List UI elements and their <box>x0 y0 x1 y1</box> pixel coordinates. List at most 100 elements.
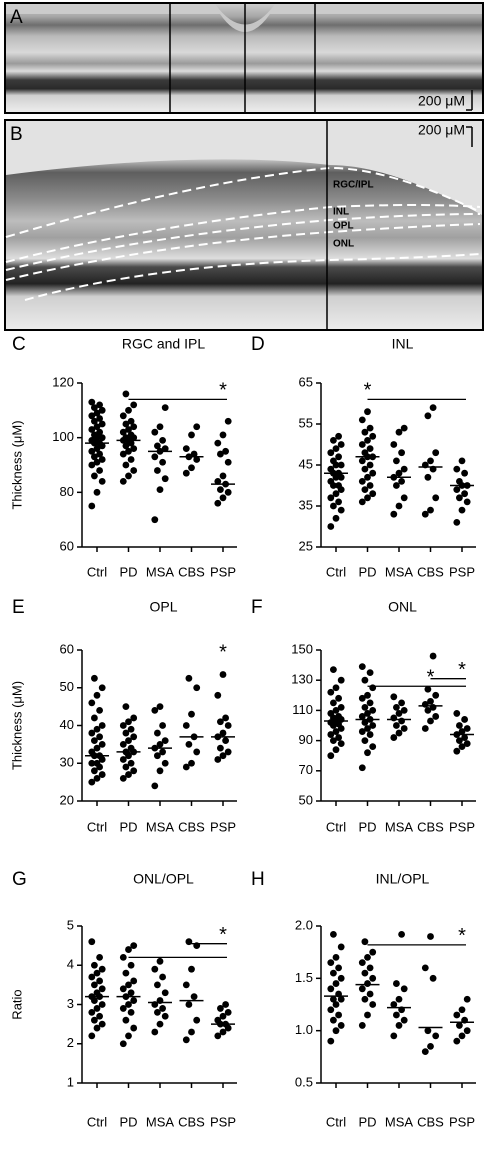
data-point <box>395 502 403 510</box>
data-point <box>93 774 101 782</box>
data-point <box>337 506 345 514</box>
data-point <box>185 1001 193 1008</box>
data-point <box>398 449 405 457</box>
data-point <box>188 710 195 718</box>
data-point <box>219 1012 227 1020</box>
data-point <box>122 1016 130 1024</box>
y-tick-label: 90 <box>299 732 313 747</box>
data-point <box>335 694 342 702</box>
x-tick-label: CBS <box>178 819 205 834</box>
data-point <box>156 1020 164 1028</box>
data-point <box>330 969 337 977</box>
data-point <box>127 431 135 439</box>
layer-label: INL <box>333 207 349 218</box>
chart-title: ONL <box>388 599 417 615</box>
significance-label: * <box>219 380 227 402</box>
data-point <box>364 408 371 416</box>
data-point <box>361 428 369 436</box>
data-point <box>390 1001 398 1008</box>
data-point <box>193 748 201 756</box>
data-point <box>463 725 471 732</box>
data-point <box>98 965 106 973</box>
data-point <box>429 703 437 711</box>
data-point <box>125 946 132 953</box>
x-tick-label: Ctrl <box>87 1114 107 1129</box>
data-point <box>125 737 132 744</box>
data-point <box>358 441 366 448</box>
data-point <box>361 449 369 457</box>
x-tick-label: PSP <box>449 1114 475 1129</box>
data-point <box>427 457 434 465</box>
x-tick-label: Ctrl <box>326 564 346 579</box>
data-point <box>358 764 366 772</box>
data-point <box>96 428 103 436</box>
data-point <box>335 713 342 720</box>
data-point <box>332 728 340 735</box>
data-point <box>151 453 159 461</box>
data-point <box>161 737 169 744</box>
data-point <box>96 415 103 422</box>
data-point <box>421 725 429 732</box>
data-point <box>96 707 103 714</box>
data-point <box>119 985 127 993</box>
data-point <box>91 472 98 480</box>
data-point <box>98 740 106 748</box>
y-tick-label: 50 <box>60 679 74 694</box>
data-point <box>156 767 164 775</box>
data-point <box>424 473 432 481</box>
data-point <box>224 417 232 425</box>
x-tick-label: Ctrl <box>326 819 346 834</box>
data-point <box>119 412 127 420</box>
data-point <box>159 748 167 756</box>
data-point <box>185 674 193 682</box>
data-point <box>369 948 377 956</box>
data-point <box>456 478 463 485</box>
data-point <box>369 1001 377 1008</box>
data-point <box>358 713 366 720</box>
x-tick-label: PSP <box>210 819 236 834</box>
data-point <box>156 703 164 711</box>
data-point <box>219 494 227 502</box>
data-point <box>453 465 461 473</box>
data-point <box>222 1001 230 1008</box>
y-tick-label: 3 <box>67 996 74 1011</box>
x-tick-label: Ctrl <box>87 819 107 834</box>
data-point <box>127 961 135 969</box>
data-point <box>332 490 340 498</box>
x-tick-label: PSP <box>449 819 475 834</box>
x-tick-label: MSA <box>146 819 175 834</box>
data-point <box>427 697 434 705</box>
data-point <box>185 740 193 748</box>
data-point <box>398 478 405 485</box>
data-point <box>393 457 400 465</box>
data-point <box>154 442 161 450</box>
y-axis-label: Ratio <box>9 989 24 1019</box>
oct-image-a: A 200 μM <box>4 2 484 114</box>
y-tick-label: 130 <box>291 672 313 687</box>
data-point <box>159 973 167 981</box>
data-point <box>159 458 167 466</box>
data-point <box>151 965 159 973</box>
y-tick-label: 1.5 <box>295 970 313 985</box>
data-point <box>130 1024 138 1032</box>
chart-title: INL/OPL <box>376 871 430 887</box>
data-point <box>400 1016 408 1024</box>
chart-title: RGC and IPL <box>122 336 205 352</box>
x-tick-label: Ctrl <box>87 564 107 579</box>
data-point <box>364 494 371 502</box>
data-point <box>424 1027 432 1035</box>
data-point <box>429 974 437 982</box>
data-point <box>395 710 403 717</box>
data-point <box>119 1005 127 1012</box>
data-point <box>130 997 138 1004</box>
data-point <box>429 404 437 411</box>
data-point <box>364 980 371 987</box>
data-point <box>358 498 366 506</box>
data-point <box>335 432 342 440</box>
data-point <box>125 771 132 778</box>
data-point <box>327 1037 335 1045</box>
significance-label: * <box>364 380 372 402</box>
x-tick-label: PD <box>358 819 376 834</box>
data-point <box>88 447 96 455</box>
